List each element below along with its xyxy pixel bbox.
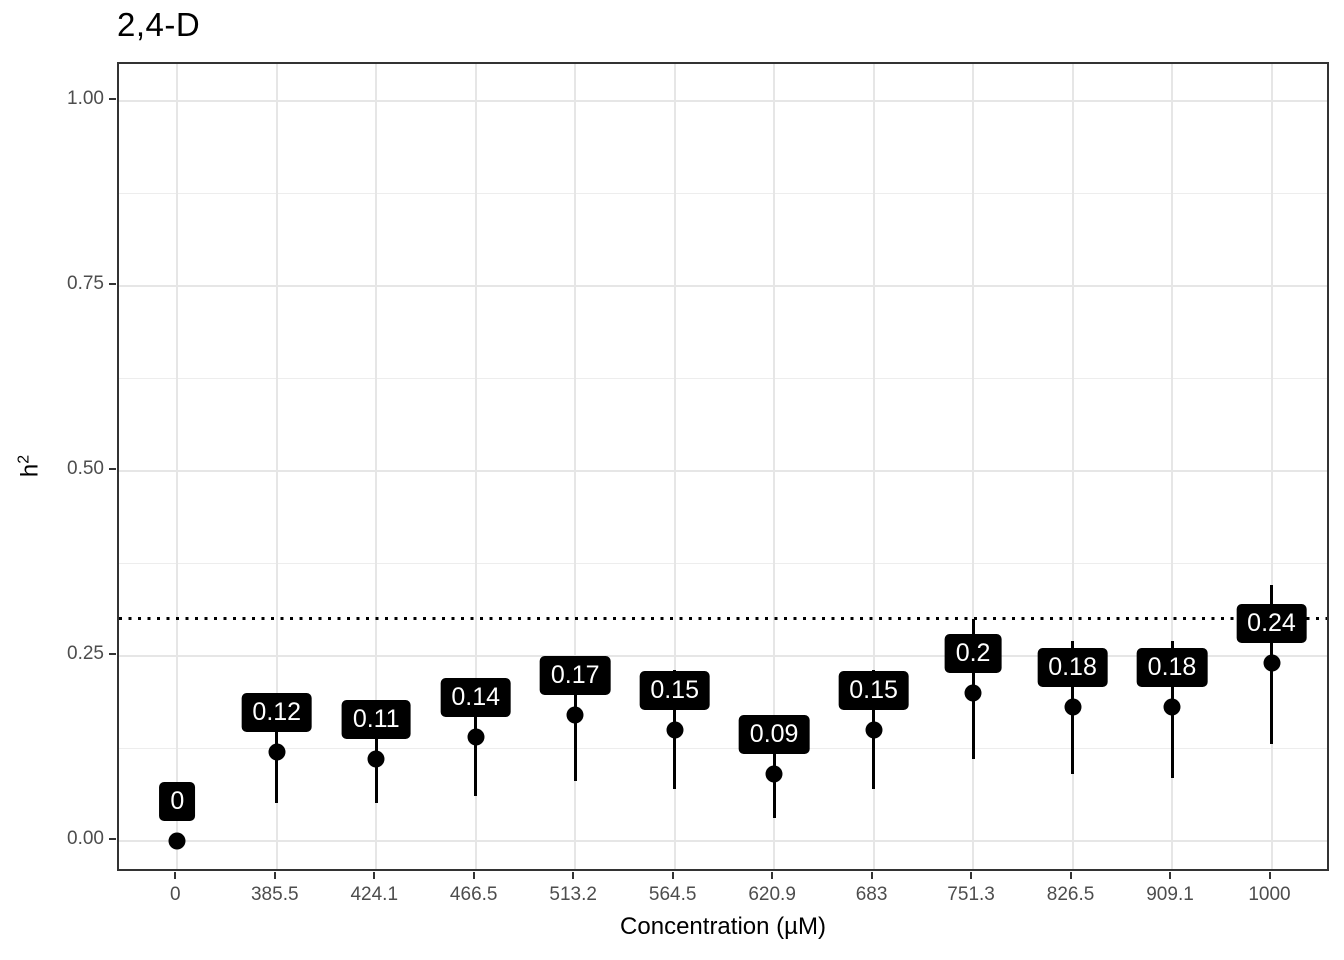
x-tick-mark bbox=[970, 872, 973, 879]
point-value-label: 0.24 bbox=[1236, 603, 1307, 643]
y-major-gridline bbox=[119, 839, 1327, 842]
x-tick-label: 909.1 bbox=[1146, 884, 1194, 905]
x-tick-mark bbox=[870, 872, 873, 879]
x-tick-mark bbox=[174, 872, 177, 879]
data-point bbox=[566, 706, 584, 724]
y-tick-label: 1.00 bbox=[67, 87, 104, 109]
point-value-label: 0.18 bbox=[1136, 648, 1208, 688]
x-tick-mark bbox=[1069, 872, 1072, 879]
x-axis-title: Concentration (µM) bbox=[620, 913, 826, 940]
x-tick-label: 1000 bbox=[1248, 884, 1291, 905]
y-tick-label: 0.75 bbox=[67, 272, 104, 294]
point-value-label: 0.17 bbox=[539, 655, 611, 695]
x-tick-label: 385.5 bbox=[250, 884, 299, 905]
x-major-gridline bbox=[773, 64, 776, 869]
y-tick-mark bbox=[109, 467, 116, 470]
x-major-gridline bbox=[673, 64, 676, 869]
point-value-label: 0.14 bbox=[440, 677, 512, 717]
x-major-gridline bbox=[275, 64, 278, 869]
x-tick-label: 466.5 bbox=[449, 884, 498, 905]
y-tick-mark bbox=[109, 837, 116, 840]
data-point bbox=[865, 721, 883, 738]
x-tick-mark bbox=[671, 872, 674, 879]
point-value-label: 0.11 bbox=[341, 700, 411, 740]
data-point bbox=[666, 721, 684, 738]
y-major-gridline bbox=[119, 99, 1327, 102]
x-tick-label: 826.5 bbox=[1046, 884, 1095, 905]
y-minor-gridline bbox=[119, 377, 1327, 379]
x-major-gridline bbox=[1071, 64, 1074, 869]
data-point bbox=[467, 728, 485, 746]
x-tick-label: 564.5 bbox=[648, 884, 697, 905]
x-tick-mark bbox=[472, 872, 475, 879]
data-point bbox=[1163, 698, 1181, 716]
x-tick-mark bbox=[1169, 872, 1172, 879]
y-tick-mark bbox=[109, 282, 116, 285]
point-value-label: 0.12 bbox=[241, 692, 313, 732]
y-tick-mark bbox=[109, 97, 116, 100]
x-major-gridline bbox=[872, 64, 875, 869]
x-tick-label: 620.9 bbox=[748, 884, 796, 905]
y-tick-label: 0.50 bbox=[67, 457, 104, 479]
y-minor-gridline bbox=[119, 562, 1327, 564]
data-point bbox=[1263, 654, 1280, 672]
reference-line bbox=[119, 617, 1327, 620]
point-value-label: 0.09 bbox=[738, 714, 810, 754]
data-point bbox=[765, 765, 783, 783]
y-tick-label: 0.25 bbox=[67, 642, 104, 664]
x-tick-label: 0 bbox=[170, 884, 181, 905]
point-value-label: 0.15 bbox=[838, 670, 909, 710]
x-major-gridline bbox=[574, 64, 577, 869]
x-major-gridline bbox=[474, 64, 477, 869]
y-tick-mark bbox=[109, 652, 116, 655]
x-major-gridline bbox=[176, 64, 179, 869]
y-major-gridline bbox=[119, 284, 1327, 287]
plot-panel: 0 0.12 0.11 0.14 0.17 0.15 0.09 0.15 0.2 0.18 0.18… bbox=[117, 62, 1329, 871]
x-tick-mark bbox=[373, 872, 376, 879]
y-major-gridline bbox=[119, 469, 1327, 472]
x-tick-label: 513.2 bbox=[549, 884, 597, 905]
x-major-gridline bbox=[375, 64, 378, 869]
data-point bbox=[367, 750, 385, 768]
point-value-label: 0.2 bbox=[944, 633, 1002, 673]
x-tick-label: 424.1 bbox=[350, 884, 399, 905]
x-major-gridline bbox=[1270, 64, 1273, 869]
point-value-label: 0.18 bbox=[1037, 648, 1108, 688]
point-value-label: 0 bbox=[159, 781, 196, 821]
data-point bbox=[964, 684, 982, 701]
y-major-gridline bbox=[119, 654, 1327, 657]
plot-title: 2,4-D bbox=[117, 6, 201, 43]
x-major-gridline bbox=[972, 64, 975, 869]
y-tick-label: 0.00 bbox=[67, 827, 104, 849]
x-tick-label: 683 bbox=[855, 884, 888, 905]
data-point bbox=[1064, 698, 1082, 716]
x-major-gridline bbox=[1171, 64, 1174, 869]
data-point bbox=[268, 743, 286, 761]
x-tick-mark bbox=[572, 872, 575, 879]
point-value-label: 0.15 bbox=[639, 670, 710, 710]
x-tick-mark bbox=[273, 872, 276, 879]
y-minor-gridline bbox=[119, 747, 1327, 749]
y-minor-gridline bbox=[119, 192, 1327, 194]
x-tick-label: 751.3 bbox=[947, 884, 995, 905]
data-point bbox=[168, 832, 186, 849]
x-tick-mark bbox=[1268, 872, 1271, 879]
x-tick-mark bbox=[771, 872, 774, 879]
